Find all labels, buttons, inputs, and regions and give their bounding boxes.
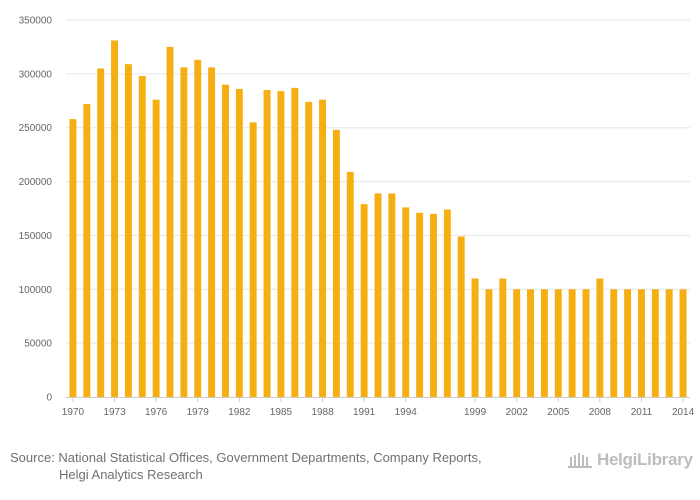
bar-2007[interactable] [582, 289, 590, 397]
x-tick-label: 1988 [311, 407, 334, 418]
y-axis-tick-labels: 0 50000 100000 150000 200000 250000 300000 3500… [19, 16, 53, 404]
x-tick-label: 2014 [672, 407, 695, 418]
source-line-2: Helgi Analytics Research [59, 467, 203, 482]
bar-1972[interactable] [97, 68, 105, 397]
bar-2014[interactable] [679, 289, 687, 397]
bar-1982[interactable] [235, 88, 243, 398]
x-tick-label: 2002 [506, 407, 529, 418]
bar-2006[interactable] [568, 289, 576, 397]
bar-2005[interactable] [554, 289, 562, 397]
bar-1973[interactable] [111, 40, 118, 398]
bar-1994[interactable] [402, 207, 410, 397]
x-tick-label: 1991 [353, 407, 376, 418]
bar-2004[interactable] [540, 289, 548, 397]
bar-1999[interactable] [471, 278, 479, 397]
bar-1990[interactable] [346, 171, 354, 397]
bar-2002[interactable] [513, 289, 521, 397]
x-tick-label: 1994 [395, 407, 418, 418]
source-note: Source: National Statistical Offices, Go… [10, 449, 550, 483]
bar-1993[interactable] [388, 193, 396, 397]
bar-1981[interactable] [222, 84, 229, 397]
x-tick-label: 2011 [631, 407, 653, 418]
bar-1997[interactable] [443, 209, 451, 397]
y-tick-label: 150000 [19, 231, 53, 242]
bar-1971[interactable] [83, 104, 91, 397]
x-tick-label: 1970 [62, 407, 85, 418]
bar-1977[interactable] [166, 46, 174, 398]
bar-1985[interactable] [277, 91, 285, 397]
bar-2001[interactable] [499, 278, 507, 397]
bar-2010[interactable] [624, 289, 632, 397]
y-tick-label: 300000 [19, 69, 53, 80]
y-tick-label: 50000 [24, 339, 52, 350]
logo-text: HelgiLibrary [597, 450, 693, 469]
y-tick-label: 0 [46, 393, 52, 404]
y-tick-label: 350000 [19, 16, 53, 27]
x-axis-ticks: 1970 1973 1976 1979 1982 1985 1988 1991 1994 1999… [62, 397, 695, 418]
bar-2008[interactable] [596, 278, 604, 397]
x-tick-label: 1999 [464, 407, 487, 418]
bar-2003[interactable] [527, 289, 534, 397]
y-tick-label: 200000 [19, 177, 53, 188]
bar-1995[interactable] [416, 212, 424, 397]
bar-1979[interactable] [194, 59, 202, 398]
bars [69, 40, 687, 398]
bar-1976[interactable] [152, 99, 160, 398]
x-tick-label: 1973 [103, 407, 126, 418]
bar-1983[interactable] [249, 122, 257, 397]
bar-1984[interactable] [263, 90, 271, 397]
x-tick-label: 1982 [228, 407, 251, 418]
bar-1996[interactable] [430, 213, 437, 397]
bar-1987[interactable] [305, 101, 313, 397]
bar-1986[interactable] [291, 87, 299, 398]
x-tick-label: 2005 [547, 407, 570, 418]
bar-1975[interactable] [138, 76, 146, 398]
bar-1989[interactable] [332, 129, 340, 397]
x-tick-label: 2008 [589, 407, 612, 418]
bar-2009[interactable] [610, 289, 618, 397]
bar-1974[interactable] [124, 64, 132, 398]
x-tick-label: 1985 [270, 407, 293, 418]
helgi-library-logo[interactable]: HelgiLibrary [566, 450, 693, 470]
y-tick-label: 250000 [19, 123, 53, 134]
bar-1991[interactable] [360, 204, 368, 397]
bar-2013[interactable] [665, 289, 673, 397]
library-building-icon [568, 453, 592, 468]
bar-2000[interactable] [485, 289, 493, 397]
bar-1978[interactable] [180, 67, 188, 397]
bar-1980[interactable] [208, 67, 216, 397]
bar-2012[interactable] [651, 289, 659, 397]
bar-1992[interactable] [374, 193, 382, 397]
y-tick-label: 100000 [19, 285, 53, 296]
bar-1970[interactable] [69, 119, 77, 398]
bar-1988[interactable] [319, 99, 326, 398]
bar-chart: 0 50000 100000 150000 200000 250000 300000 3500… [19, 16, 695, 419]
source-line-1: Source: National Statistical Offices, Go… [10, 450, 482, 465]
x-tick-label: 1979 [187, 407, 210, 418]
bar-1998[interactable] [457, 236, 465, 397]
x-tick-label: 1976 [145, 407, 168, 418]
bar-2011[interactable] [638, 289, 645, 397]
